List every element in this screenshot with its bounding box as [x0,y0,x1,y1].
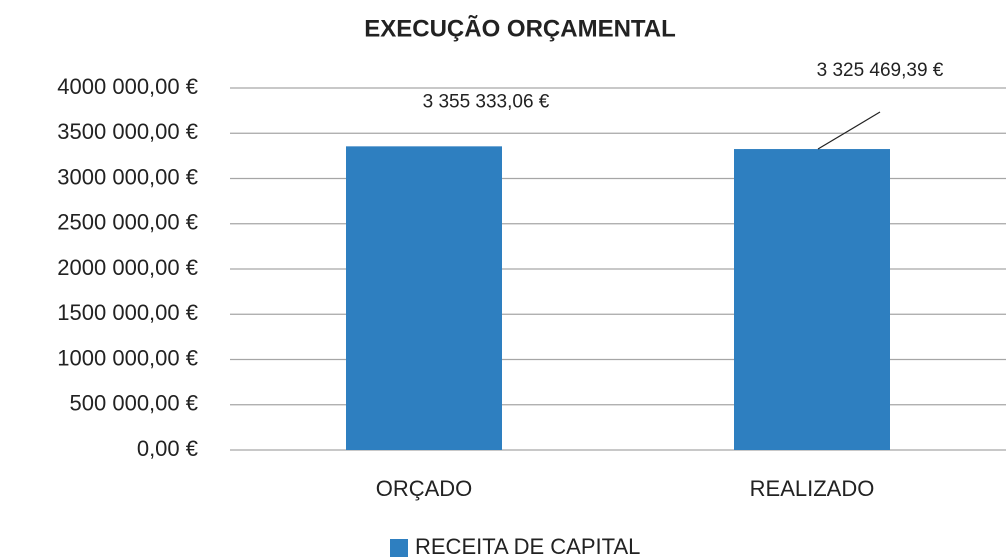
legend-label: RECEITA DE CAPITAL [415,534,640,559]
y-tick-label: 4000 000,00 € [57,74,198,99]
y-tick-label: 1500 000,00 € [57,300,198,325]
y-tick-label: 0,00 € [137,436,198,461]
data-label: 3 355 333,06 € [423,91,550,112]
y-tick-label: 2000 000,00 € [57,255,198,280]
x-tick-label: ORÇADO [376,476,473,501]
y-tick-label: 500 000,00 € [70,391,198,416]
legend-swatch [390,539,408,557]
data-label: 3 325 469,39 € [817,60,944,81]
x-tick-label: REALIZADO [750,476,875,501]
bar [734,149,890,450]
y-tick-label: 2500 000,00 € [57,210,198,235]
y-tick-label: 3500 000,00 € [57,119,198,144]
leader-line [817,111,881,150]
y-tick-label: 3000 000,00 € [57,164,198,189]
bar [346,146,502,451]
y-tick-label: 1000 000,00 € [57,345,198,370]
chart-title: EXECUÇÃO ORÇAMENTAL [364,14,676,42]
